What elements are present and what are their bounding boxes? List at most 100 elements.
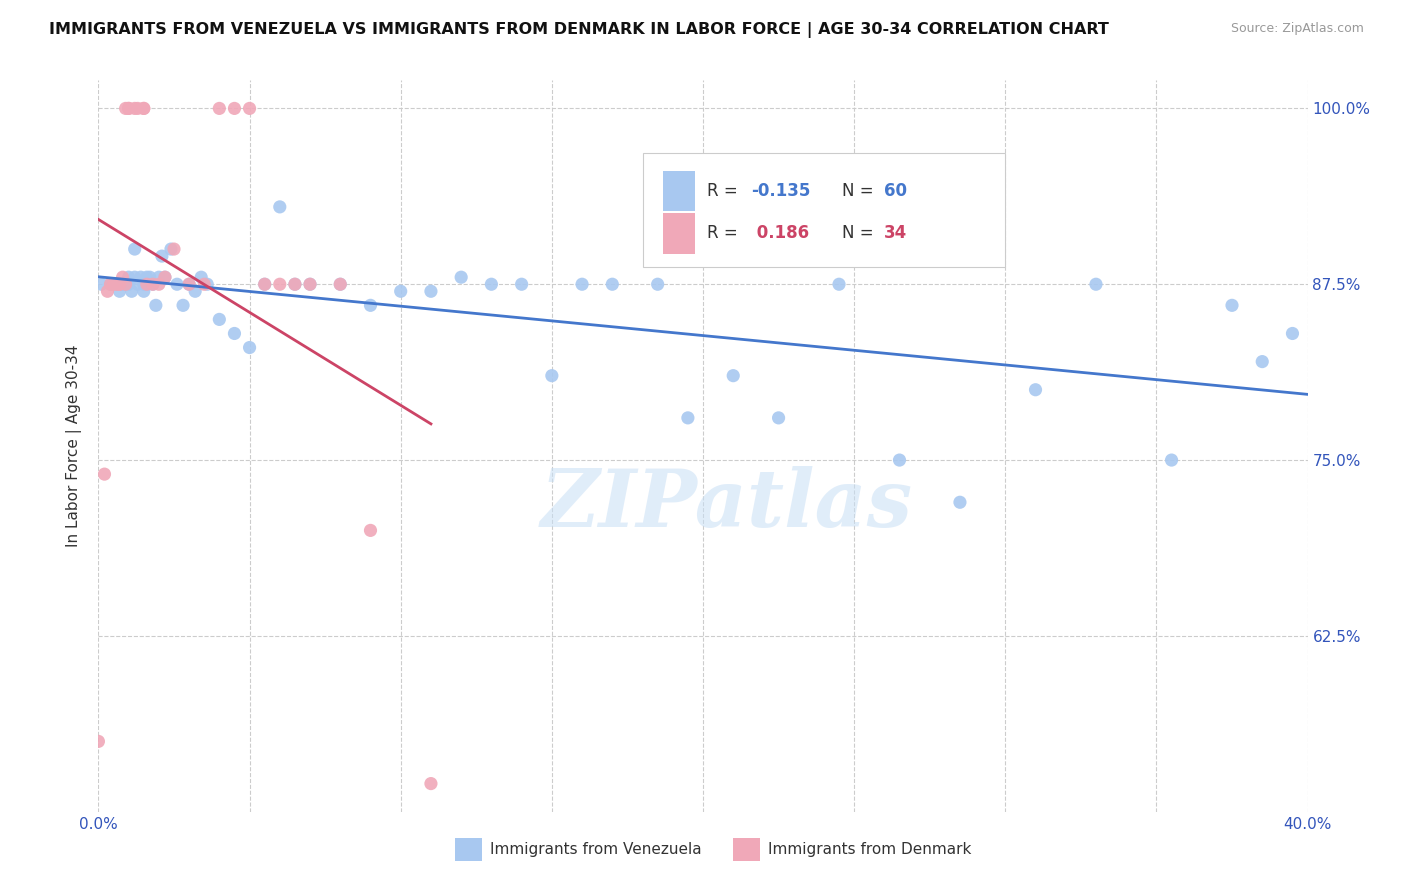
Point (163, 242, 186, 256)
Point (193, 277, 215, 292)
Point (389, 285, 412, 299)
Point (190, 270, 212, 285)
Text: IMMIGRANTS FROM VENEZUELA VS IMMIGRANTS FROM DENMARK IN LABOR FORCE | AGE 30-34 : IMMIGRANTS FROM VENEZUELA VS IMMIGRANTS … (49, 22, 1109, 38)
Point (148, 270, 170, 285)
Point (166, 277, 188, 292)
Point (153, 270, 176, 285)
Point (135, 277, 157, 292)
Point (571, 277, 593, 292)
Point (127, 102, 149, 116)
Point (239, 102, 262, 116)
Point (114, 277, 136, 292)
Point (124, 102, 146, 116)
Point (253, 277, 276, 292)
Point (114, 102, 136, 116)
Point (510, 277, 533, 292)
Point (142, 277, 165, 292)
Point (450, 270, 472, 285)
Point (647, 277, 669, 292)
Y-axis label: In Labor Force | Age 30-34: In Labor Force | Age 30-34 (66, 344, 83, 548)
FancyBboxPatch shape (643, 153, 1005, 267)
Point (118, 102, 141, 116)
Point (269, 277, 291, 292)
Point (129, 270, 152, 285)
Point (420, 776, 443, 790)
Point (96, 285, 118, 299)
Point (105, 277, 128, 292)
Point (1160, 453, 1182, 467)
Text: ZIPatlas: ZIPatlas (541, 466, 914, 543)
Point (132, 285, 155, 299)
Point (329, 277, 352, 292)
Point (132, 277, 155, 292)
Point (132, 102, 155, 116)
Point (100, 277, 122, 292)
Point (111, 277, 134, 292)
Text: -0.135: -0.135 (751, 182, 811, 200)
FancyBboxPatch shape (664, 171, 695, 211)
Point (299, 277, 322, 292)
Point (1024, 383, 1046, 397)
Point (224, 102, 246, 116)
Point (150, 249, 173, 263)
Point (1281, 326, 1303, 341)
Point (889, 453, 911, 467)
Point (100, 277, 122, 292)
Point (105, 277, 128, 292)
Point (299, 277, 322, 292)
Text: 0.186: 0.186 (751, 225, 810, 243)
Point (93, 467, 115, 482)
Text: Immigrants from Venezuela: Immigrants from Venezuela (491, 842, 702, 857)
Point (179, 277, 201, 292)
Point (153, 270, 176, 285)
Point (269, 200, 291, 214)
Text: R =: R = (707, 225, 748, 243)
Point (90, 277, 112, 292)
Point (124, 242, 146, 256)
Text: Immigrants from Denmark: Immigrants from Denmark (768, 842, 972, 857)
FancyBboxPatch shape (734, 838, 759, 862)
Point (360, 298, 382, 312)
Point (284, 277, 307, 292)
Point (239, 341, 262, 355)
Point (481, 277, 503, 292)
Point (172, 298, 194, 312)
Point (224, 326, 246, 341)
Point (676, 410, 699, 425)
Point (124, 270, 146, 285)
Point (1085, 277, 1108, 292)
Point (160, 242, 183, 256)
Point (420, 285, 443, 299)
Text: N =: N = (842, 182, 879, 200)
Point (108, 285, 131, 299)
Text: 60: 60 (884, 182, 907, 200)
Point (118, 277, 141, 292)
Point (284, 277, 307, 292)
Point (121, 285, 143, 299)
Point (1220, 298, 1243, 312)
Point (111, 270, 134, 285)
Point (253, 277, 276, 292)
Point (195, 277, 218, 292)
Point (828, 277, 851, 292)
Point (87, 734, 110, 748)
Point (135, 270, 157, 285)
Point (118, 102, 141, 116)
Point (602, 277, 624, 292)
Point (179, 277, 201, 292)
Point (118, 270, 141, 285)
Point (148, 277, 170, 292)
Point (103, 277, 125, 292)
Point (132, 102, 155, 116)
FancyBboxPatch shape (664, 213, 695, 253)
Point (142, 277, 165, 292)
Text: Source: ZipAtlas.com: Source: ZipAtlas.com (1230, 22, 1364, 36)
Point (108, 277, 131, 292)
Point (139, 270, 162, 285)
Text: 34: 34 (884, 225, 908, 243)
Point (127, 277, 149, 292)
Point (723, 368, 745, 383)
Point (184, 285, 207, 299)
Point (114, 277, 136, 292)
Point (1251, 354, 1274, 368)
